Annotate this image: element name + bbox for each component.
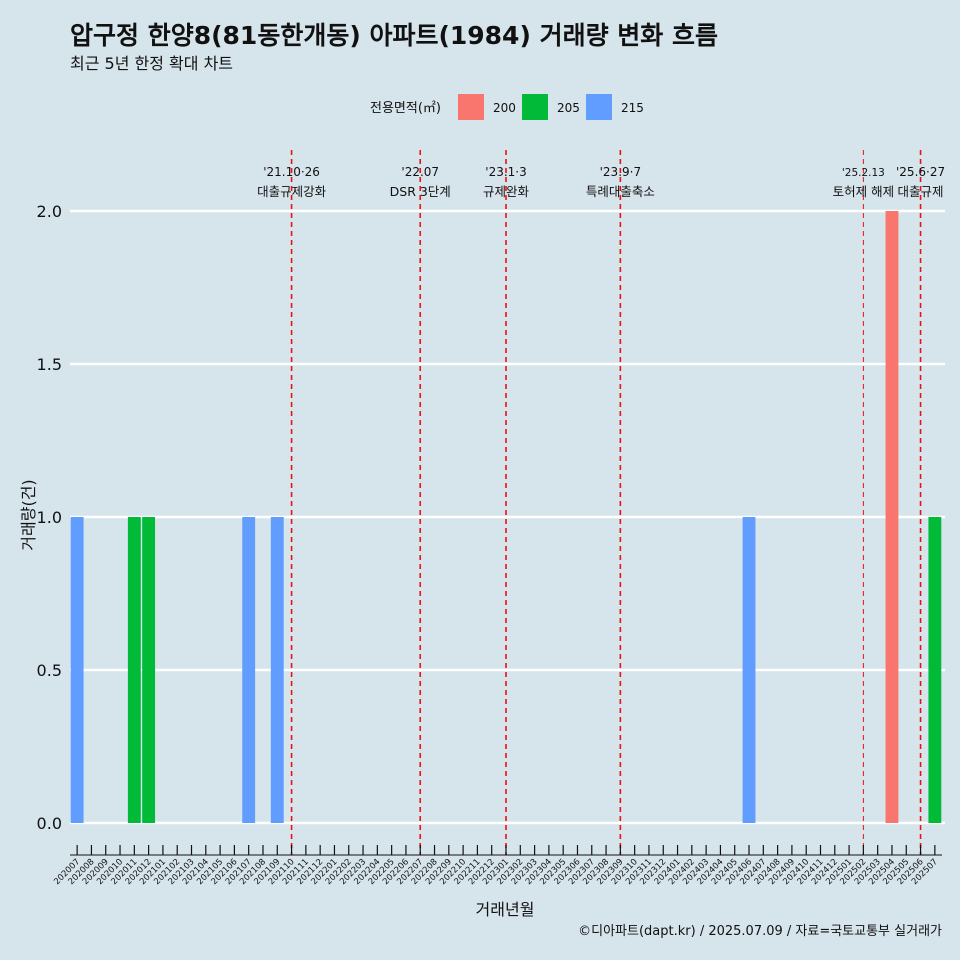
legend-label-215: 215	[621, 101, 644, 115]
legend-swatch-200	[458, 94, 484, 120]
event-label: 특례대출축소	[586, 184, 655, 199]
y-tick-label: 1.0	[37, 508, 62, 527]
event-date: '23.9·7	[600, 165, 641, 179]
event-label: 토허제 해제	[833, 184, 894, 199]
event-label: 규제완화	[483, 184, 530, 199]
y-axis: 0.0 0.5 1.0 1.5 2.0	[37, 202, 62, 833]
event-date: '25.6·27	[896, 165, 945, 179]
event-date: '25.2.13	[842, 167, 885, 179]
y-tick-label: 0.0	[37, 814, 62, 833]
bars	[70, 211, 942, 823]
grid-lines	[70, 209, 945, 825]
chart-title: 압구정 한양8(81동한개동) 아파트(1984) 거래량 변화 흐름	[70, 21, 718, 50]
bar-202406-215	[742, 517, 756, 823]
legend: 전용면적(㎡) 200 205 215	[370, 94, 644, 120]
x-axis: 2020072020082020092020102020112020122021…	[52, 845, 942, 887]
legend-title: 전용면적(㎡)	[370, 101, 441, 116]
bar-202107-215	[242, 517, 256, 823]
event-date: '23.1·3	[485, 165, 526, 179]
y-tick-label: 2.0	[37, 202, 62, 221]
bar-202011-205	[127, 517, 141, 823]
event-label: 대출규제강화	[257, 184, 327, 199]
bar-202507-205	[928, 517, 942, 823]
event-date: '21.10·26	[263, 165, 320, 179]
y-axis-label: 거래량(건)	[19, 479, 38, 550]
event-markers: '21.10·26 대출규제강화 '22.07 DSR 3단계 '23.1·3 규제완화 '…	[257, 150, 945, 855]
x-axis-label: 거래년월	[476, 900, 535, 919]
bar-202504-200	[885, 211, 899, 823]
event-label: DSR 3단계	[390, 184, 451, 199]
legend-label-200: 200	[493, 101, 516, 115]
y-tick-label: 1.5	[37, 355, 62, 374]
chart-subtitle: 최근 5년 한정 확대 차트	[70, 54, 233, 73]
legend-label-205: 205	[557, 101, 580, 115]
legend-swatch-205	[522, 94, 548, 120]
y-tick-label: 0.5	[37, 661, 62, 680]
bar-202007-215	[70, 517, 84, 823]
event-date: '22.07	[401, 165, 439, 179]
bar-202109-215	[270, 517, 284, 823]
bar-202012-205	[142, 517, 156, 823]
legend-swatch-215	[586, 94, 612, 120]
event-label: 대출규제	[898, 184, 944, 199]
caption: ©디아파트(dapt.kr) / 2025.07.09 / 자료=국토교통부 실…	[578, 924, 942, 939]
